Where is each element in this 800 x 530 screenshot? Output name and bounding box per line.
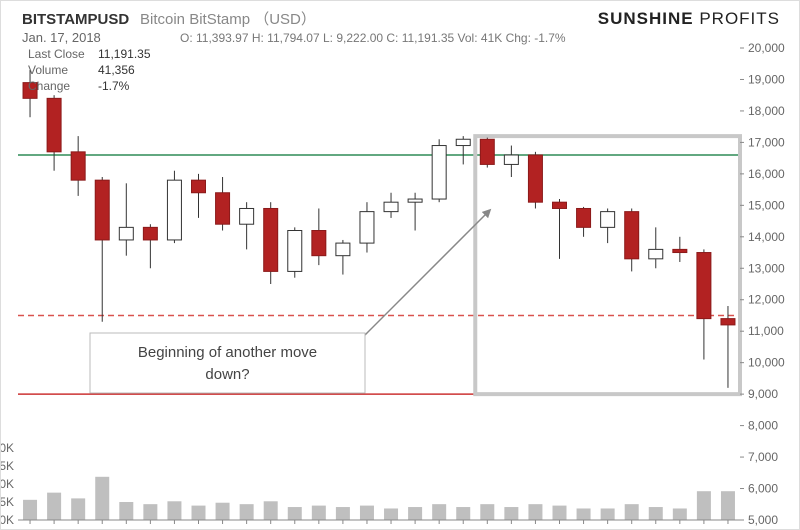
ticker-symbol: BITSTAMPUSD: [22, 11, 129, 28]
candle-body: [264, 208, 278, 271]
volume-bar: [71, 498, 85, 520]
volume-bar: [336, 507, 350, 520]
volume-bar: [264, 501, 278, 520]
candle-body: [240, 208, 254, 224]
candle-body: [47, 98, 61, 151]
volume-bar: [528, 504, 542, 520]
ohlc-summary: O: 11,393.97 H: 11,794.07 L: 9,222.00 C:…: [180, 31, 566, 45]
annotation-arrow: [360, 210, 490, 340]
volume-bar: [23, 500, 37, 520]
candle-body: [143, 227, 157, 240]
vol-tick-label: 75K: [0, 459, 14, 473]
candle-body: [408, 199, 422, 202]
candle-body: [336, 243, 350, 256]
candle-body: [673, 249, 687, 252]
candle-body: [577, 208, 591, 227]
y-tick-label: 16,000: [748, 167, 785, 181]
y-tick-label: 5,000: [748, 513, 778, 527]
volume-bar: [697, 491, 711, 520]
info-value: -1.7%: [98, 79, 130, 93]
volume-bar: [288, 507, 302, 520]
volume-bar: [119, 502, 133, 520]
volume-bar: [601, 508, 615, 520]
volume-bar: [408, 507, 422, 520]
candle-body: [360, 212, 374, 243]
candle-body: [192, 180, 206, 193]
candle-body: [504, 155, 518, 164]
candle-body: [167, 180, 181, 240]
annotation-text: down?: [205, 366, 249, 383]
volume-bar: [456, 507, 470, 520]
candle-body: [601, 212, 615, 228]
annotation-box: [90, 333, 365, 393]
candle-body: [384, 202, 398, 211]
candle-body: [288, 231, 302, 272]
y-tick-label: 14,000: [748, 230, 785, 244]
candle-body: [95, 180, 109, 240]
volume-bar: [216, 503, 230, 520]
info-label: Last Close: [28, 47, 85, 61]
y-tick-label: 17,000: [748, 135, 785, 149]
candle-body: [528, 155, 542, 202]
volume-bar: [577, 508, 591, 520]
y-tick-label: 13,000: [748, 261, 785, 275]
volume-bar: [432, 504, 446, 520]
y-tick-label: 19,000: [748, 72, 785, 86]
volume-bar: [649, 507, 663, 520]
volume-bar: [95, 477, 109, 520]
y-tick-label: 20,000: [748, 41, 785, 55]
vol-tick-label: 100K: [0, 441, 14, 455]
info-value: 41,356: [98, 63, 135, 77]
volume-bar: [625, 504, 639, 520]
volume-bar: [312, 506, 326, 520]
vol-tick-label: 50K: [0, 477, 14, 491]
y-tick-label: 7,000: [748, 450, 778, 464]
volume-bar: [143, 504, 157, 520]
y-tick-label: 9,000: [748, 387, 778, 401]
candlestick-chart: BITSTAMPUSD Bitcoin BitStamp （USD） Jan. 17…: [0, 0, 800, 530]
info-value: 11,191.35: [98, 47, 151, 61]
candle-body: [312, 231, 326, 256]
candle-body: [697, 253, 711, 319]
volume-bar: [553, 506, 567, 520]
candle-body: [649, 249, 663, 258]
volume-bar: [480, 504, 494, 520]
y-tick-label: 12,000: [748, 293, 785, 307]
y-tick-label: 15,000: [748, 198, 785, 212]
y-tick-label: 11,000: [748, 324, 784, 338]
info-label: Volume: [28, 63, 68, 77]
y-tick-label: 18,000: [748, 104, 785, 118]
volume-bar: [360, 506, 374, 520]
volume-bar: [384, 508, 398, 520]
y-tick-label: 10,000: [748, 356, 785, 370]
volume-bar: [240, 504, 254, 520]
vol-tick-label: 0K: [0, 513, 14, 527]
volume-bar: [504, 507, 518, 520]
candle-body: [480, 139, 494, 164]
vol-tick-label: 25K: [0, 495, 14, 509]
candle-body: [216, 193, 230, 224]
candle-body: [432, 146, 446, 199]
candle-body: [119, 227, 133, 240]
y-tick-label: 6,000: [748, 482, 778, 496]
annotation-text: Beginning of another move: [138, 344, 317, 361]
info-label: Change: [28, 79, 70, 93]
chart-date: Jan. 17, 2018: [22, 30, 101, 45]
brand-logo: SUNSHINE PROFITS: [598, 9, 780, 28]
candle-body: [721, 319, 735, 325]
candle-body: [625, 212, 639, 259]
volume-bar: [192, 506, 206, 520]
volume-bar: [47, 493, 61, 520]
ticker-description: Bitcoin BitStamp （USD）: [140, 11, 316, 28]
volume-bar: [167, 501, 181, 520]
volume-bar: [721, 491, 735, 520]
volume-bar: [673, 508, 687, 520]
candle-body: [456, 139, 470, 145]
y-tick-label: 8,000: [748, 419, 778, 433]
candle-body: [71, 152, 85, 180]
candle-body: [553, 202, 567, 208]
